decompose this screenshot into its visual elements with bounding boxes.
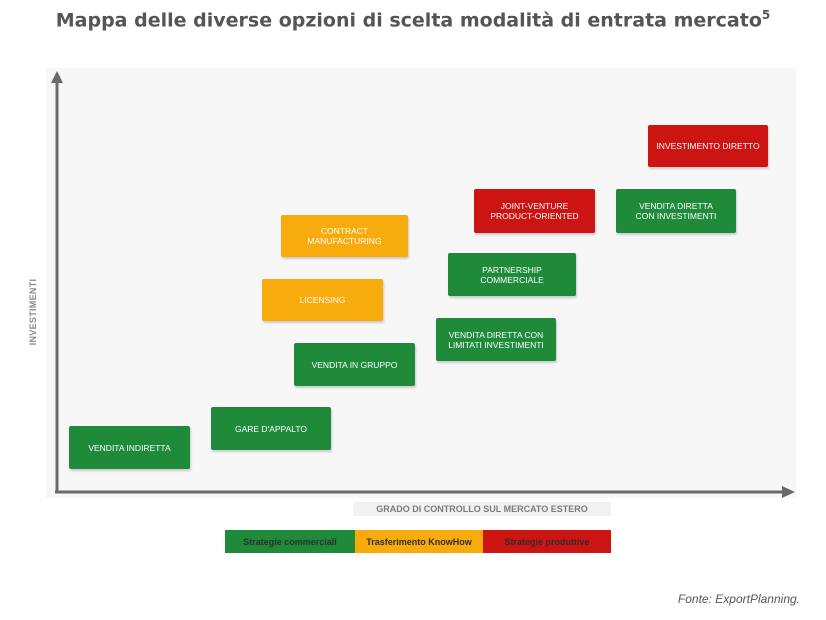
legend: Strategie commerciali Trasferimento Know… [225, 530, 611, 553]
box-joint-venture: JOINT-VENTURE PRODUCT-ORIENTED [474, 189, 595, 233]
box-vendita-diretta-limitati: VENDITA DIRETTA CON LIMITATI INVESTIMENT… [436, 318, 556, 361]
x-axis-arrow [782, 486, 795, 498]
title-footnote: 5 [761, 8, 771, 22]
source-note: Fonte: ExportPlanning. [677, 592, 800, 606]
box-contract-manufacturing: CONTRACT MANUFACTURING [281, 215, 408, 257]
legend-item-knowhow: Trasferimento KnowHow [355, 530, 483, 553]
box-gare-appalto: GARE D'APPALTO [211, 407, 331, 450]
box-partnership-commerciale: PARTNERSHIP COMMERCIALE [448, 253, 576, 296]
y-axis-arrow [51, 71, 63, 83]
box-investimento-diretto: INVESTIMENTO DIRETTO [648, 125, 768, 167]
box-vendita-diretta-investimenti: VENDITA DIRETTA CON INVESTIMENTI [616, 189, 736, 233]
x-axis-label: GRADO DI CONTROLLO SUL MERCATO ESTERO [353, 502, 611, 516]
box-vendita-indiretta: VENDITA INDIRETTA [69, 426, 190, 469]
legend-item-commerciali: Strategie commerciali [225, 530, 355, 553]
box-vendita-in-gruppo: VENDITA IN GRUPPO [294, 343, 415, 386]
y-axis-label: INVESTIMENTI [28, 278, 38, 346]
box-licensing: LICENSING [262, 279, 383, 321]
page-title: Mappa delle diverse opzioni di scelta mo… [55, 8, 771, 32]
legend-item-produttive: Strategie produttive [483, 530, 611, 553]
